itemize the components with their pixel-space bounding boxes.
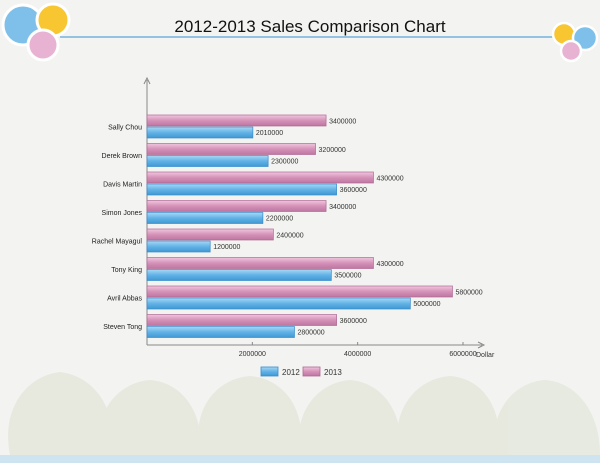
bar-2013 xyxy=(146,114,327,127)
category-label: Avril Abbas xyxy=(107,296,142,303)
category-label: Davis Martin xyxy=(103,182,142,189)
bar-2012 xyxy=(146,297,411,310)
legend-swatch-2013 xyxy=(302,366,321,377)
category-label: Rachel Mayagul xyxy=(92,239,143,246)
bar-2012 xyxy=(146,326,295,338)
x-tick-label: 6000000 xyxy=(449,351,476,358)
legend-label-2013: 2013 xyxy=(324,368,342,377)
bar-2013 xyxy=(146,228,274,241)
value-labels: 3400000 2010000 3200000 2300000 4300000 36000… xyxy=(213,119,483,337)
value-label-2013: 3600000 xyxy=(340,318,367,325)
decorative-leaves xyxy=(8,372,600,455)
value-label-2013: 4300000 xyxy=(376,176,403,183)
bar-2013 xyxy=(146,314,337,326)
bar-2013 xyxy=(146,285,453,298)
bar-2012 xyxy=(146,240,211,253)
value-label-2013: 3400000 xyxy=(329,119,356,126)
chart-title: 2012-2013 Sales Comparison Chart xyxy=(174,17,445,36)
bars xyxy=(146,114,453,338)
legend: 2012 2013 xyxy=(260,366,342,377)
value-label-2012: 2010000 xyxy=(256,130,283,137)
value-label-2012: 3500000 xyxy=(334,273,361,280)
bar-2013 xyxy=(146,171,374,184)
value-label-2012: 2300000 xyxy=(271,159,298,166)
bar-2012 xyxy=(146,269,332,281)
footer-band xyxy=(0,455,600,463)
bar-2013 xyxy=(146,200,327,212)
value-label-2013: 3400000 xyxy=(329,204,356,211)
category-label: Steven Tong xyxy=(103,324,142,331)
category-label: Tony King xyxy=(111,267,142,274)
value-label-2012: 5000000 xyxy=(413,301,440,308)
value-label-2012: 2800000 xyxy=(297,330,324,337)
category-label: Sally Chou xyxy=(108,125,142,132)
value-label-2013: 5800000 xyxy=(455,290,482,297)
category-label: Derek Brown xyxy=(102,153,143,160)
value-label-2012: 3600000 xyxy=(340,187,367,194)
value-label-2013: 2400000 xyxy=(276,233,303,240)
value-label-2013: 4300000 xyxy=(376,261,403,268)
bar-2013 xyxy=(146,143,316,155)
value-label-2013: 3200000 xyxy=(319,147,346,154)
bar-2012 xyxy=(146,212,264,224)
bar-2013 xyxy=(146,257,374,269)
decorative-circles-left xyxy=(1,2,71,62)
category-label: Simon Jones xyxy=(102,210,143,217)
bar-2012 xyxy=(146,183,337,196)
value-label-2012: 2200000 xyxy=(266,216,293,223)
legend-label-2012: 2012 xyxy=(282,368,300,377)
bar-2012 xyxy=(146,155,269,167)
x-axis-label: Dollar xyxy=(476,352,495,359)
value-label-2012: 1200000 xyxy=(213,244,240,251)
x-tick-label: 2000000 xyxy=(239,351,266,358)
legend-swatch-2012 xyxy=(260,366,279,377)
y-axis-labels: Sally Chou Derek Brown Davis Martin Simon J… xyxy=(92,125,143,332)
x-axis-ticks: 2000000 4000000 6000000 xyxy=(239,342,477,358)
x-tick-label: 4000000 xyxy=(344,351,371,358)
decorative-circles-right xyxy=(551,21,599,63)
bar-2012 xyxy=(146,126,254,139)
